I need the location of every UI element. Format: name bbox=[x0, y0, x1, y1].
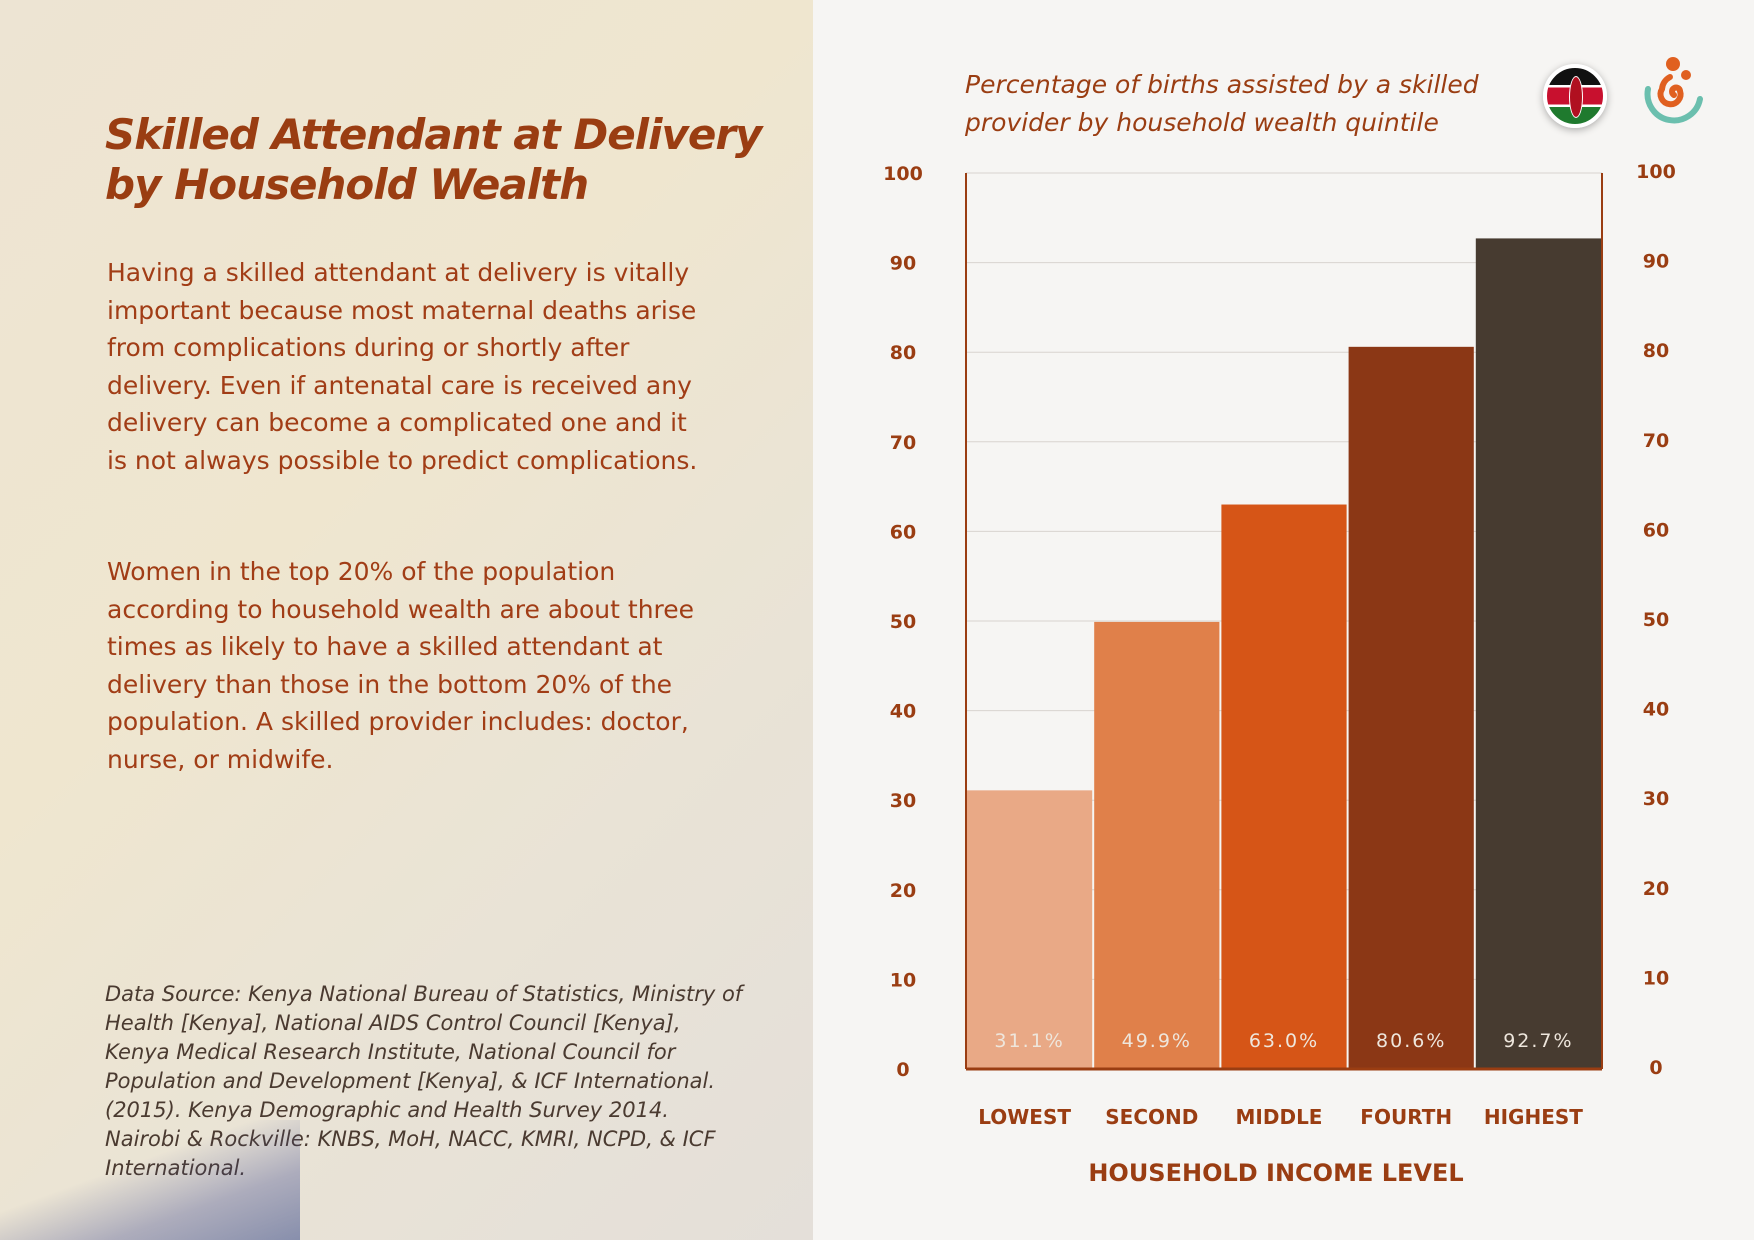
y-tick-label-right: 30 bbox=[1643, 788, 1669, 810]
bar-lowest bbox=[967, 790, 1093, 1069]
data-label: 31.1% bbox=[994, 1030, 1064, 1052]
y-tick-label-left: 90 bbox=[890, 253, 916, 275]
kenya-flag-icon bbox=[1543, 64, 1607, 128]
chart-title: Percentage of births assisted by a skill… bbox=[965, 66, 1485, 142]
x-tick-label: LOWEST bbox=[978, 1105, 1071, 1129]
y-tick-label-right: 0 bbox=[1649, 1057, 1662, 1079]
y-tick-label-right: 50 bbox=[1643, 609, 1669, 631]
y-tick-label-left: 10 bbox=[890, 969, 916, 991]
paragraph-comparison: Women in the top 20% of the population a… bbox=[107, 557, 695, 774]
y-tick-label-right: 60 bbox=[1643, 519, 1669, 541]
y-tick-label-left: 50 bbox=[890, 611, 916, 633]
x-tick-label: HIGHEST bbox=[1484, 1105, 1583, 1129]
y-tick-label-right: 40 bbox=[1643, 699, 1669, 721]
title-line-2: by Household Wealth bbox=[105, 160, 589, 209]
y-tick-label-left: 30 bbox=[890, 790, 916, 812]
data-source: Data Source: Kenya National Bureau of St… bbox=[105, 982, 743, 1180]
y-tick-label-left: 70 bbox=[890, 432, 916, 454]
title-line-1: Skilled Attendant at Delivery bbox=[105, 110, 762, 159]
bar-middle bbox=[1221, 504, 1347, 1069]
spiral-logo-icon bbox=[1644, 57, 1703, 124]
chart-title-line-1: Percentage of births assisted by a skill… bbox=[965, 70, 1479, 99]
x-tick-label: FOURTH bbox=[1360, 1105, 1452, 1129]
y-tick-label-right: 100 bbox=[1636, 161, 1676, 183]
data-label: 63.0% bbox=[1249, 1030, 1319, 1052]
data-label: 80.6% bbox=[1376, 1030, 1446, 1052]
chart-title-line-2: provider by household wealth quintile bbox=[965, 108, 1439, 137]
y-tick-label-right: 10 bbox=[1643, 967, 1669, 989]
y-tick-label-right: 80 bbox=[1643, 340, 1669, 362]
paragraph-importance: Having a skilled attendant at delivery i… bbox=[107, 258, 698, 475]
y-tick-label-left: 0 bbox=[896, 1059, 909, 1081]
x-tick-label: MIDDLE bbox=[1236, 1105, 1323, 1129]
data-label: 92.7% bbox=[1503, 1030, 1573, 1052]
x-tick-label: SECOND bbox=[1105, 1105, 1198, 1129]
bar-fourth bbox=[1348, 346, 1474, 1070]
y-tick-label-right: 90 bbox=[1643, 251, 1669, 273]
info-panel: Skilled Attendant at Delivery by Househo… bbox=[0, 0, 813, 1240]
y-tick-label-right: 20 bbox=[1643, 878, 1669, 900]
y-tick-label-left: 60 bbox=[890, 521, 916, 543]
y-tick-label-left: 20 bbox=[890, 880, 916, 902]
page-title: Skilled Attendant at Delivery by Househo… bbox=[105, 110, 762, 210]
y-tick-label-left: 40 bbox=[890, 701, 916, 723]
y-tick-label-left: 100 bbox=[883, 163, 923, 185]
bar-highest bbox=[1475, 238, 1601, 1069]
bar-second bbox=[1094, 621, 1220, 1069]
y-tick-label-left: 80 bbox=[890, 342, 916, 364]
data-label: 49.9% bbox=[1122, 1030, 1192, 1052]
y-tick-label-right: 70 bbox=[1643, 430, 1669, 452]
x-axis-title: HOUSEHOLD INCOME LEVEL bbox=[1088, 1159, 1463, 1187]
